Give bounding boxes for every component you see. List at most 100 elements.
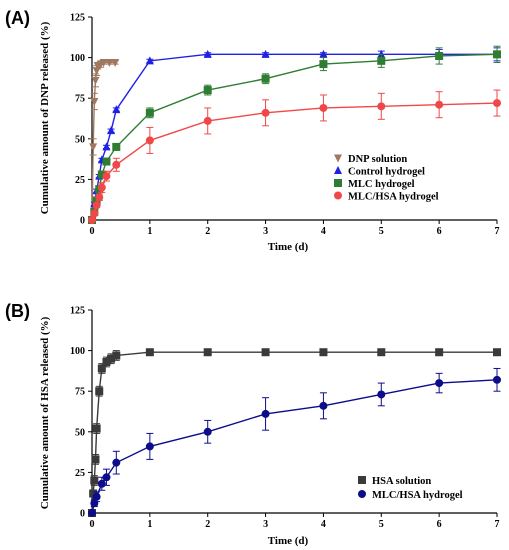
panel-b-point-mlc-hsa-hydrogel: [203, 427, 212, 436]
panel-b-point-mlc-hsa-hydrogel: [261, 409, 270, 418]
panel-a-point-mlc-hydrogel: [145, 108, 154, 117]
panel-b-point-hsa-solution: [261, 348, 270, 357]
panel-a-legend-marker-mlc-hsa-hydrogel: [334, 191, 342, 200]
panel-a-y-tick-label: 0: [80, 216, 85, 227]
panel-b-label: (B): [5, 301, 30, 321]
panel-a-point-mlc-hydrogel: [112, 142, 121, 151]
panel-b-y-axis-title: Cumulative amount of HSA released (%): [39, 316, 51, 509]
panel-a-legend-label-dnp-solution: DNP solution: [348, 154, 407, 165]
panel-b-point-hsa-solution: [493, 348, 501, 357]
panel-a-point-mlc-hsa-hydrogel: [261, 108, 270, 117]
panel-a-legend-item-mlc-hydrogel: MLC hydrogel: [334, 179, 415, 190]
panel-a-legend-marker-dnp-solution: [334, 154, 342, 163]
panel-b-point-hsa-solution: [95, 387, 104, 396]
panel-b-point-mlc-hsa-hydrogel: [97, 479, 106, 488]
panel-b-y-tick-label: 100: [70, 346, 85, 357]
panel-b-point-mlc-hsa-hydrogel: [102, 473, 111, 482]
panel-a-point-mlc-hydrogel: [203, 86, 212, 95]
panel-b-point-hsa-solution: [102, 357, 111, 366]
panel-b-legend-label-mlc-hsa-hydrogel: MLC/HSA hydrogel: [372, 490, 463, 501]
panel-b-point-hsa-solution: [145, 348, 154, 357]
panel-a-point-mlc-hsa-hydrogel: [112, 160, 121, 169]
panel-a-point-mlc-hsa-hydrogel: [377, 102, 386, 111]
panel-a-point-dnp-solution: [105, 58, 114, 67]
panel-a-point-mlc-hydrogel: [97, 170, 106, 179]
panel-a-legend-label-control-hydrogel: Control hydrogel: [348, 166, 425, 177]
panel-a-point-mlc-hsa-hydrogel: [145, 136, 154, 145]
panel-b-plot-area: 0 25 50 75 100 125 0 1 2 3 4 5 6 7: [70, 306, 501, 530]
panel-a-plot-area: 0 25 50 75 100 125 0 1 2 3 4 5 6 7: [70, 13, 501, 237]
panel-a-label: (A): [5, 8, 30, 28]
panel-a-point-mlc-hydrogel: [319, 60, 328, 69]
panel-a-y-tick-label: 100: [70, 53, 85, 64]
panel-a-x-tick-label: 5: [379, 226, 384, 237]
panel-a-point-dnp-solution: [111, 58, 120, 67]
panel-b-y-tick-label: 25: [75, 468, 85, 479]
panel-a-point-mlc-hsa-hydrogel: [435, 100, 444, 109]
panel-a-point-mlc-hydrogel: [493, 50, 501, 59]
panel-a-x-tick-label: 4: [321, 226, 326, 237]
panel-a-legend-label-mlc-hydrogel: MLC hydrogel: [348, 179, 415, 190]
panel-b-point-hsa-solution: [319, 348, 328, 357]
panel-a-legend-item-mlc-hsa-hydrogel: MLC/HSA hydrogel: [334, 191, 439, 202]
panel-a-y-tick-label: 75: [75, 94, 85, 105]
panel-b-point-mlc-hsa-hydrogel: [92, 492, 101, 501]
panel-a-legend-marker-mlc-hydrogel: [334, 179, 342, 187]
panel-a-x-tick-label: 7: [495, 226, 500, 237]
panel-b-y-tick-label: 75: [75, 387, 85, 398]
panel-b-x-tick-label: 2: [205, 519, 210, 530]
panel-b-legend-label-hsa-solution: HSA solution: [372, 476, 431, 487]
panel-a-point-mlc-hsa-hydrogel: [92, 201, 101, 210]
panel-a-x-tick-label: 3: [263, 226, 268, 237]
panel-a-point-mlc-hsa-hydrogel: [90, 209, 99, 218]
panel-a-y-tick-label: 25: [75, 175, 85, 186]
panel-b-series-mlc-hsa-hydrogel: [88, 367, 501, 517]
panel-a-legend-item-dnp-solution: DNP solution: [334, 154, 407, 165]
panel-a-point-dnp-solution: [99, 58, 108, 67]
panel-b-legend-marker-mlc-hsa-hydrogel: [358, 490, 366, 498]
panel-a-legend-item-control-hydrogel: Control hydrogel: [334, 166, 425, 177]
panel-b-point-hsa-solution: [203, 348, 212, 357]
panel-a-legend-label-mlc-hsa-hydrogel: MLC/HSA hydrogel: [348, 191, 439, 202]
panel-b: (B) Cumulative amount of HSA released (%…: [5, 301, 501, 547]
panel-b-point-mlc-hsa-hydrogel: [88, 509, 96, 517]
panel-a-point-control-hydrogel: [203, 49, 212, 58]
panel-b-legend-marker-hsa-solution: [358, 476, 366, 484]
panel-a-point-dnp-solution: [90, 97, 99, 106]
panel-b-legend: HSA solution MLC/HSA hydrogel: [358, 476, 463, 501]
panel-b-x-tick-label: 6: [437, 519, 442, 530]
panel-b-x-tick-label: 7: [495, 519, 500, 530]
panel-b-x-tick-label: 5: [379, 519, 384, 530]
panel-a-point-dnp-solution: [89, 143, 98, 152]
panel-a-point-mlc-hsa-hydrogel: [97, 183, 106, 192]
panel-a-point-mlc-hydrogel: [435, 51, 444, 60]
panel-b-point-hsa-solution: [107, 354, 116, 363]
panel-a-y-tick-label: 125: [70, 13, 85, 24]
panel-b-y-tick-label: 0: [80, 509, 85, 520]
panel-b-point-mlc-hsa-hydrogel: [145, 442, 154, 451]
panel-b-x-tick-label: 3: [263, 519, 268, 530]
panel-a-series-mlc-hsa-hydrogel: [88, 89, 501, 224]
panel-b-x-axis-title: Time (d): [268, 535, 309, 547]
panel-a-point-mlc-hydrogel: [377, 56, 386, 65]
panel-b-point-mlc-hsa-hydrogel: [319, 401, 328, 410]
panel-b-point-hsa-solution: [377, 348, 386, 357]
panel-b-x-tick-label: 1: [147, 519, 152, 530]
panel-a-x-tick-label: 0: [90, 226, 95, 237]
panel-a-point-mlc-hsa-hydrogel: [319, 103, 328, 112]
panel-a-point-control-hydrogel: [112, 105, 121, 114]
panel-b-point-hsa-solution: [435, 348, 444, 357]
panel-a-y-axis-title: Cumulative amount of DNP released (%): [39, 21, 51, 214]
panel-a-point-control-hydrogel: [261, 49, 270, 58]
panel-a-point-mlc-hsa-hydrogel: [88, 216, 96, 224]
panel-b-x-tick-label: 4: [321, 519, 326, 530]
panel-a-point-mlc-hydrogel: [102, 157, 111, 166]
panel-a: (A) Cumulative amount of DNP released (%…: [5, 8, 501, 253]
panel-a-point-mlc-hsa-hydrogel: [95, 193, 104, 202]
panel-b-point-hsa-solution: [89, 489, 98, 498]
panel-a-point-control-hydrogel: [107, 126, 116, 135]
panel-b-legend-item-hsa-solution: HSA solution: [358, 476, 431, 487]
panel-b-y-tick-label: 50: [75, 427, 85, 438]
